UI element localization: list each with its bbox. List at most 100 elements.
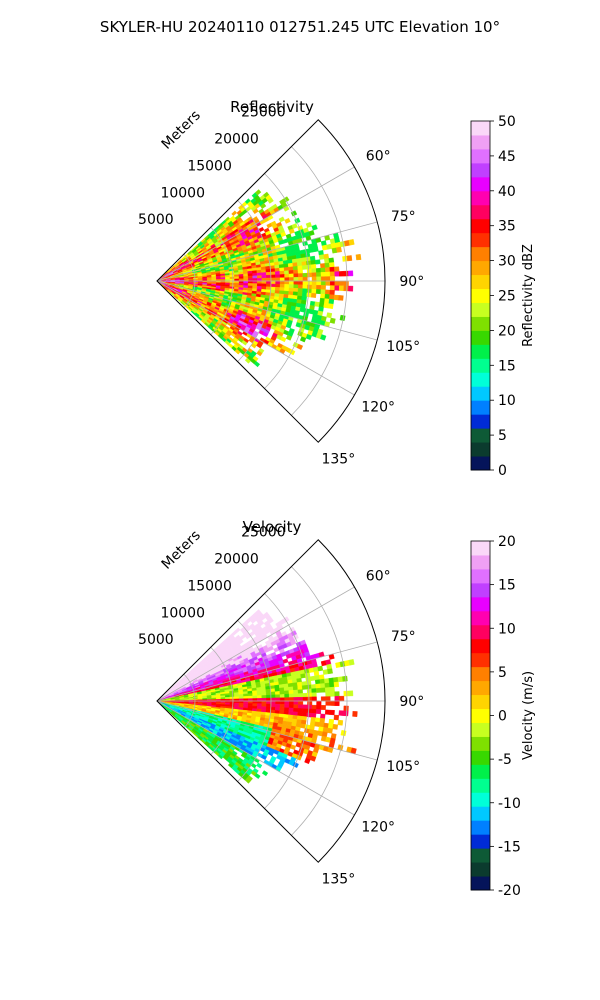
chart-title: Reflectivity — [230, 98, 314, 116]
data-cell — [328, 298, 335, 305]
data-cell — [329, 317, 336, 324]
data-cell — [274, 271, 281, 276]
data-cell — [293, 280, 299, 285]
data-cell — [316, 280, 322, 286]
data-cell — [305, 256, 311, 262]
data-cell — [301, 685, 308, 690]
data-cell — [293, 697, 299, 702]
data-cell — [306, 268, 313, 274]
data-cell — [305, 221, 312, 228]
data-cell — [299, 336, 307, 343]
data-cell — [301, 681, 307, 686]
data-cell — [266, 694, 272, 699]
chart-panel-velocity: Velocity500010000150002000025000Meters60… — [138, 518, 536, 899]
data-cell — [266, 280, 272, 285]
data-cell — [270, 694, 276, 699]
data-cell — [324, 678, 330, 684]
data-cell — [292, 682, 298, 687]
data-cell — [288, 284, 295, 289]
data-cell — [284, 284, 290, 289]
data-cell — [297, 265, 303, 271]
colorbar-tick-label: -15 — [498, 839, 521, 855]
data-cell — [311, 268, 317, 274]
data-cell — [270, 274, 276, 279]
colorbar-label: Reflectivity dBZ — [521, 244, 536, 347]
figure-title: SKYLER-HU 20240110 012751.245 UTC Elevat… — [100, 18, 500, 36]
data-cell — [297, 273, 304, 278]
radial-tick-label: 10000 — [160, 185, 205, 201]
data-cell — [309, 675, 316, 682]
data-cell — [311, 276, 317, 282]
data-cell — [329, 266, 335, 273]
colorbar-swatch — [471, 372, 490, 387]
data-cell — [348, 270, 354, 277]
data-cell — [327, 727, 333, 734]
azimuth-tick-label: 90° — [399, 274, 424, 290]
colorbar-swatch — [471, 638, 490, 654]
data-cell — [317, 665, 324, 672]
colorbar-swatch — [471, 541, 490, 556]
data-cell — [293, 284, 299, 289]
data-cell — [257, 278, 263, 282]
chart-panel-reflectivity: Reflectivity 5000 10000 15000 20000 25000 Mete… — [138, 98, 536, 479]
data-cell — [329, 276, 335, 282]
data-cell — [348, 690, 354, 697]
data-cell — [301, 292, 308, 297]
radial-tick-label: 15000 — [187, 158, 232, 174]
data-cell — [307, 284, 313, 290]
azimuth-tick-label: 120° — [361, 399, 395, 415]
azimuth-tick-label: 90° — [399, 694, 424, 710]
data-cell — [282, 658, 289, 664]
data-cell — [314, 679, 321, 685]
data-cell — [279, 707, 285, 712]
colorbar-swatch — [471, 246, 490, 262]
data-cell — [301, 261, 307, 266]
data-cell — [308, 230, 315, 236]
data-cell — [274, 267, 280, 272]
data-cell — [275, 280, 281, 285]
data-cell — [333, 714, 340, 721]
azimuth-tick-label: 60° — [366, 569, 391, 585]
data-cell — [339, 695, 345, 702]
data-cell — [355, 253, 362, 261]
colorbar-swatch — [471, 806, 490, 821]
data-cell — [325, 691, 331, 697]
data-cell — [265, 706, 272, 711]
colorbar: 0 5 10 15 20 25 30 35 40 45 50 Reflectivity dBZ — [470, 114, 536, 479]
data-cell — [267, 197, 274, 204]
data-cell — [279, 697, 285, 702]
colorbar-tick-label: 35 — [498, 219, 516, 235]
radial-tick-label: 5000 — [138, 212, 174, 228]
colorbar-swatch — [471, 708, 490, 723]
data-cell — [307, 272, 313, 278]
data-cell — [225, 696, 231, 700]
data-cell — [292, 262, 298, 267]
data-cell — [311, 272, 317, 278]
data-cell — [288, 690, 294, 695]
data-cell — [320, 334, 327, 341]
radial-tick-label: 25000 — [241, 105, 286, 121]
data-cell — [311, 280, 317, 286]
radial-axis-label: Meters — [159, 107, 204, 152]
data-cell — [316, 700, 322, 706]
data-cell — [320, 713, 326, 719]
data-cell — [293, 277, 299, 282]
data-cell — [275, 700, 281, 705]
data-cell — [334, 695, 340, 702]
data-cell — [324, 687, 331, 693]
data-cell — [306, 684, 312, 690]
data-cell — [256, 762, 263, 769]
data-cell — [297, 693, 304, 698]
data-cell — [238, 273, 244, 277]
data-cell — [280, 336, 287, 343]
data-cell — [255, 189, 262, 196]
data-cell — [307, 700, 313, 706]
colorbar-tick-label: 20 — [498, 323, 516, 339]
colorbar-tick-label: 15 — [498, 578, 516, 594]
colorbar-swatch — [471, 680, 490, 696]
data-cell — [229, 696, 235, 700]
data-cell — [265, 271, 272, 276]
data-cell — [279, 700, 285, 705]
colorbar-swatch — [471, 344, 490, 359]
